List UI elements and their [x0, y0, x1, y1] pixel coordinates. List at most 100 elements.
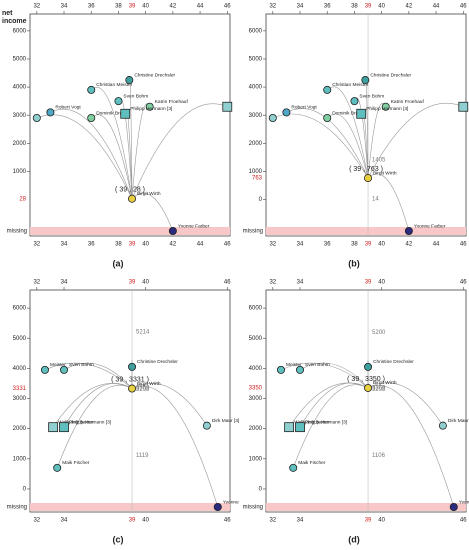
plot-frame — [265, 289, 467, 513]
link — [367, 382, 444, 426]
point-label: Dominik Brandt — [332, 110, 365, 116]
point-label: Dirk Maur [3] — [448, 418, 469, 424]
x-tick-label: 32 — [269, 242, 276, 248]
guide-value: 3359 — [372, 385, 386, 391]
x-tick-label: 46 — [224, 280, 231, 286]
point-label: Wolfgang Baxter — [294, 419, 330, 425]
x-tick-label: 32 — [33, 4, 40, 10]
y-tick-label: 2000 — [249, 141, 263, 147]
point — [213, 502, 222, 511]
y-axis-label: net income — [2, 10, 27, 25]
link — [131, 103, 151, 199]
point — [364, 362, 373, 371]
x-tick-label: 34 — [61, 280, 68, 286]
link — [63, 362, 133, 389]
point-label: Meister — [50, 362, 66, 368]
x-tick-label: 38 — [351, 4, 358, 10]
x-tick-label: 40 — [142, 280, 149, 286]
y-marker-label: 763 — [252, 176, 263, 182]
point — [59, 422, 69, 433]
point-label: Philipp Hermann [3] — [69, 419, 111, 425]
x-marker-label: 39 — [129, 242, 136, 248]
point — [60, 365, 69, 374]
point — [381, 102, 390, 111]
point — [87, 114, 96, 123]
point-label: Birgit Wirth — [373, 170, 397, 176]
guide-value: 5214 — [136, 329, 150, 335]
link — [44, 362, 133, 389]
x-tick-label: 42 — [170, 4, 177, 10]
x-tick-label: 40 — [142, 4, 149, 10]
point-label: Sven Bohm — [359, 93, 384, 99]
y-tick-label: 2000 — [13, 426, 27, 432]
coordinate-label: ( 39 , 28 ) — [115, 187, 145, 194]
x-tick-label: 34 — [297, 242, 304, 248]
point — [125, 76, 134, 85]
point-label: Wolfgang Baxter — [58, 419, 94, 425]
point — [356, 108, 367, 119]
link — [280, 362, 369, 389]
x-marker-label: 39 — [365, 280, 372, 286]
x-tick-label: 38 — [115, 242, 122, 248]
link — [367, 102, 464, 179]
point — [222, 101, 233, 112]
point — [449, 502, 458, 511]
point — [48, 422, 59, 433]
point — [284, 422, 295, 433]
point — [361, 76, 370, 85]
point-label: Maik Fischer — [62, 460, 90, 466]
point-label: Yvonne — [459, 499, 469, 505]
y-tick-label: 3000 — [13, 113, 27, 119]
y-tick-label: 4000 — [13, 366, 27, 372]
link — [327, 86, 369, 179]
caption: (a) — [113, 258, 124, 268]
missing-band — [30, 503, 230, 511]
link — [131, 385, 219, 508]
y-marker-label: 28 — [19, 196, 26, 202]
coordinate-label: ( 39 , 3331 ) — [111, 376, 149, 383]
x-tick-label: 36 — [324, 242, 331, 248]
point — [87, 85, 96, 94]
link — [131, 383, 208, 426]
x-tick-label: 42 — [406, 4, 413, 10]
point — [32, 114, 41, 123]
caption: (c) — [113, 534, 124, 544]
point — [53, 463, 62, 472]
x-tick-label: 38 — [351, 242, 358, 248]
x-tick-label: 32 — [33, 242, 40, 248]
point-label: Yvonne — [223, 499, 239, 505]
point — [323, 85, 332, 94]
x-marker-label: 39 — [365, 518, 372, 524]
point — [168, 226, 177, 235]
missing-label: missing — [7, 229, 27, 235]
point-label: Birgit Wirth — [137, 191, 161, 197]
x-tick-label: 38 — [115, 4, 122, 10]
point-label: Sven Bohm — [69, 362, 94, 368]
point-label: Robert Vogt — [55, 105, 81, 111]
x-tick-label: 44 — [197, 4, 204, 10]
missing-band — [30, 227, 230, 235]
point — [364, 383, 373, 392]
point-label: Yvonne Farber — [414, 223, 446, 229]
point-label: Maik Fischer — [298, 460, 326, 466]
y-tick-label: 6000 — [13, 28, 27, 34]
x-marker-label: 39 — [129, 280, 136, 286]
plot-frame — [265, 13, 467, 237]
point — [364, 174, 373, 183]
x-marker-label: 39 — [129, 4, 136, 10]
x-tick-label: 44 — [433, 4, 440, 10]
link — [91, 114, 133, 199]
x-tick-label: 46 — [224, 4, 231, 10]
point — [40, 365, 49, 374]
link — [299, 382, 369, 428]
point — [282, 108, 291, 117]
x-tick-label: 46 — [460, 242, 467, 248]
link — [131, 193, 174, 232]
point — [276, 365, 285, 374]
missing-band — [266, 227, 466, 235]
x-tick-label: 36 — [324, 4, 331, 10]
y-tick-label: 3000 — [249, 113, 263, 119]
y-tick-label: 2000 — [249, 426, 263, 432]
x-tick-label: 44 — [197, 242, 204, 248]
